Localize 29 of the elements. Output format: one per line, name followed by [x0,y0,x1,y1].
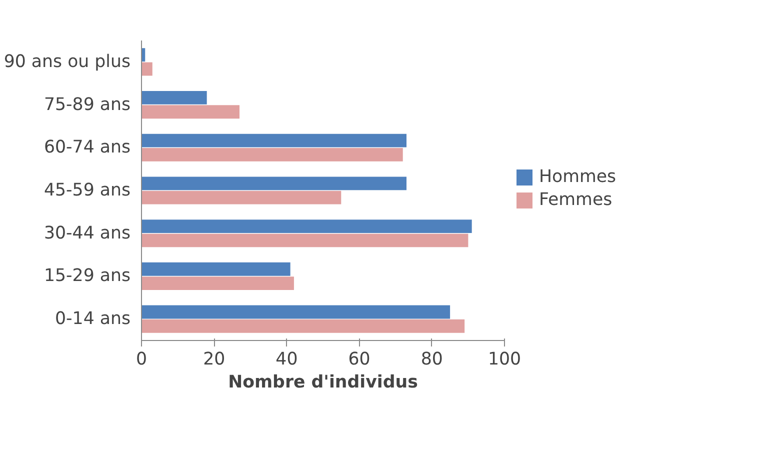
x-tick-label: 60 [348,350,370,370]
y-tick-label: 75-89 ans [44,94,131,115]
bar [142,176,406,190]
bar [142,190,342,204]
bar [142,62,152,76]
x-tick-label: 20 [203,350,226,370]
y-tick-label: 60-74 ans [44,138,131,158]
y-tick-label: 90 ans ou plus [4,52,131,72]
x-tick-label: 80 [420,350,443,370]
legend-label: Femmes [539,190,612,210]
x-tick-label: 100 [488,350,522,370]
bar [142,319,465,333]
y-tick-label: 15-29 ans [44,266,131,286]
y-tick-label: 45-59 ans [44,180,131,200]
legend-label: Hommes [539,167,616,187]
bar [142,148,403,162]
bar [142,305,450,319]
bar [142,276,294,290]
bar [142,90,207,104]
y-tick-label: 30-44 ans [44,223,131,244]
y-tick-label: 0-14 ans [55,309,131,330]
bar [142,262,290,276]
x-axis-title: Nombre d'individus [228,372,418,392]
x-tick-label: 0 [136,350,148,370]
bar [142,234,468,248]
bar [142,105,240,119]
bar [142,134,406,148]
x-tick-label: 40 [276,350,298,370]
bar [142,220,472,234]
